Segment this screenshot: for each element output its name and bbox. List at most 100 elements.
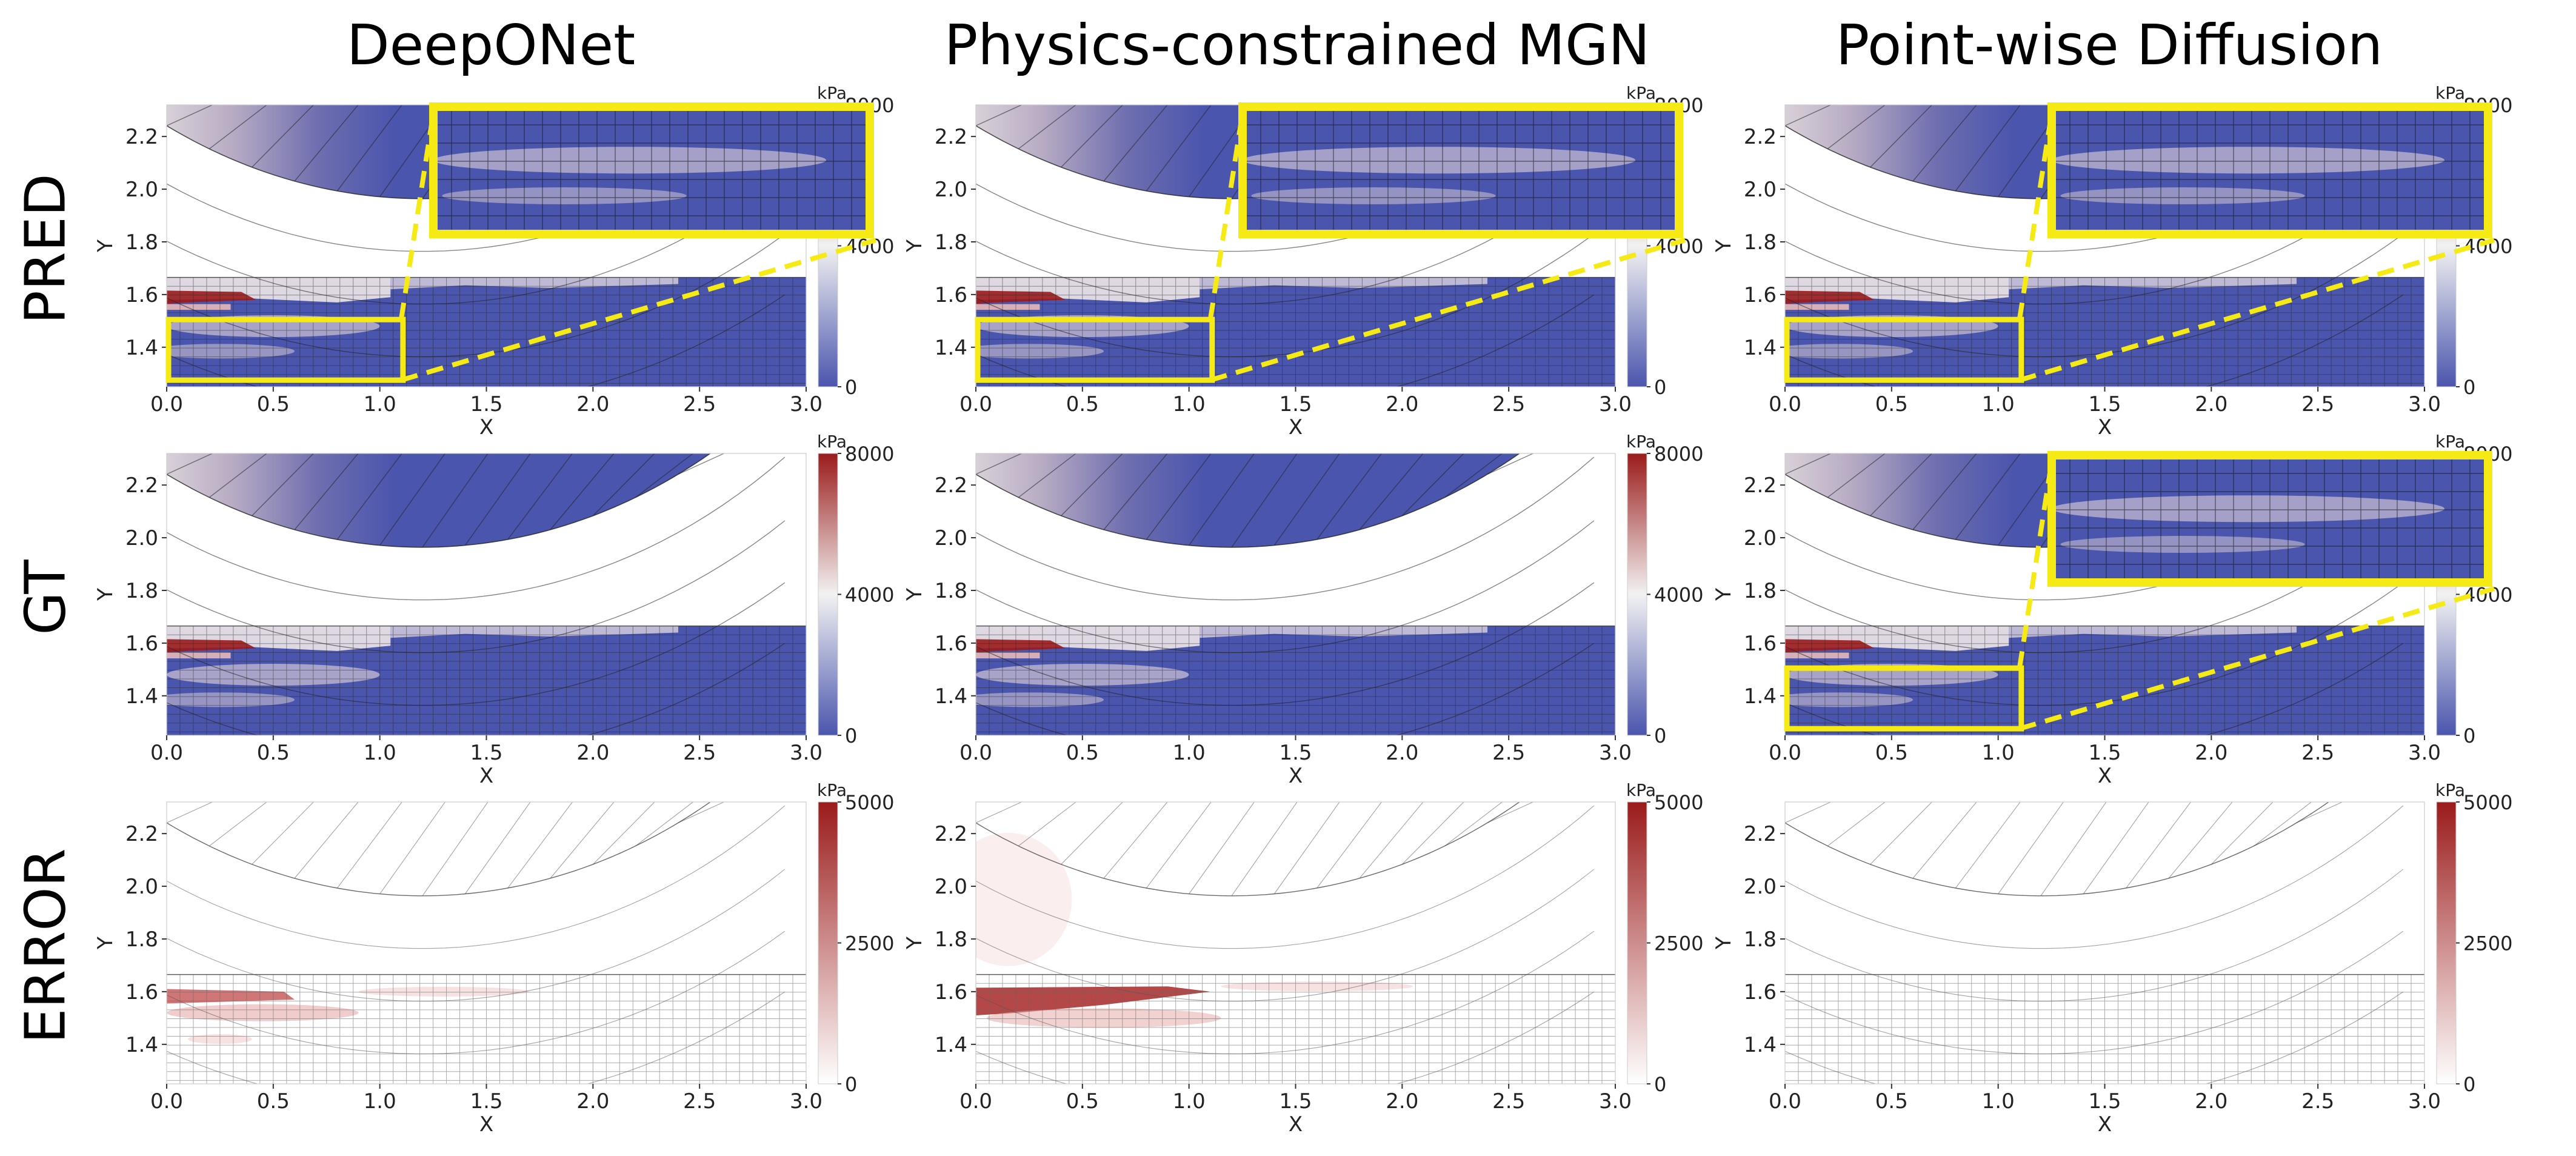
y-tick-label: 1.6 (125, 980, 158, 1004)
colorbar-tick-label: 0 (845, 724, 857, 747)
x-tick-label: 1.0 (1982, 392, 2015, 416)
y-tick-label: 2.0 (935, 526, 967, 550)
colorbar-unit: kPa (1626, 432, 1656, 452)
x-tick-label: 2.5 (683, 741, 716, 765)
panel-svg: 0.0 0.5 1.0 1.5 2.0 2.5 3.0 1.4 1.6 1.8 2.0 2.2 X YkP… (1712, 432, 2512, 788)
y-tick-label: 1.8 (1744, 927, 1777, 952)
row-label-error: ERROR (6, 806, 85, 1085)
y-axis-label: Y (903, 588, 927, 601)
y-tick-label: 1.4 (1744, 1033, 1777, 1057)
colorbar-tick-label: 5000 (2463, 791, 2512, 814)
x-tick-label: 0.0 (150, 741, 183, 765)
x-tick-label: 1.5 (2088, 1089, 2121, 1114)
field-plot (1785, 802, 2424, 1084)
x-tick-label: 1.0 (1173, 741, 1206, 765)
y-axis-label: Y (903, 239, 927, 253)
x-tick-label: 0.5 (257, 741, 290, 765)
column-title-physics-constrained-mgn: Physics-constrained MGN (944, 13, 1650, 78)
x-tick-label: 2.0 (1386, 392, 1418, 416)
colorbar-tick-label: 0 (2463, 376, 2475, 399)
y-tick-label: 1.6 (935, 283, 967, 307)
x-tick-label: 1.5 (470, 1089, 502, 1114)
y-tick-label: 2.2 (935, 473, 967, 498)
zoom-inset (165, 102, 877, 383)
colorbar-tick-label: 8000 (1654, 443, 1703, 466)
x-tick-label: 2.0 (576, 1089, 609, 1114)
x-tick-label: 0.0 (1769, 392, 1801, 416)
panel-svg: 0.0 0.5 1.0 1.5 2.0 2.5 3.0 1.4 1.6 1.8 2.0 2.2 X YkP… (903, 83, 1703, 439)
colorbar-unit: kPa (2435, 432, 2465, 452)
x-tick-label: 1.5 (2088, 392, 2121, 416)
row-label-gt-text: GT (13, 559, 78, 635)
colorbar (818, 801, 838, 1084)
x-tick-label: 1.5 (1279, 392, 1312, 416)
x-tick-label: 1.5 (470, 392, 502, 416)
colorbar-tick-label: 0 (1654, 724, 1666, 747)
zoom-inset (1784, 102, 2495, 383)
x-tick-label: 1.5 (1279, 1089, 1312, 1114)
x-tick-label: 3.0 (1599, 392, 1632, 416)
y-tick-label: 1.4 (935, 336, 967, 360)
x-tick-label: 3.0 (1599, 1089, 1632, 1114)
y-tick-label: 1.4 (1744, 684, 1777, 709)
y-tick-label: 1.8 (125, 230, 158, 255)
colorbar-tick-label: 4000 (1654, 235, 1703, 258)
y-tick-label: 2.0 (935, 875, 967, 899)
x-axis-label: X (1289, 1112, 1303, 1137)
x-tick-label: 0.0 (150, 392, 183, 416)
field-plot (167, 453, 806, 735)
y-axis-label: Y (1712, 937, 1736, 950)
y-axis-label: Y (1712, 588, 1736, 601)
x-axis-label: X (479, 415, 493, 439)
colorbar-tick-label: 8000 (845, 443, 894, 466)
x-axis-label: X (479, 764, 493, 788)
colorbar (1627, 453, 1647, 736)
y-tick-label: 1.4 (125, 684, 158, 709)
x-tick-label: 2.5 (683, 1089, 716, 1114)
colorbar-unit: kPa (1626, 780, 1656, 800)
x-tick-label: 2.0 (576, 392, 609, 416)
colorbar-unit: kPa (817, 83, 847, 103)
x-tick-label: 1.0 (1173, 392, 1206, 416)
column-title-point-wise-diffusion: Point-wise Diffusion (1835, 13, 2383, 78)
y-tick-label: 2.2 (125, 473, 158, 498)
x-tick-label: 2.0 (2195, 1089, 2227, 1114)
y-tick-label: 2.2 (935, 125, 967, 149)
y-tick-label: 2.0 (125, 875, 158, 899)
panel-svg: 0.0 0.5 1.0 1.5 2.0 2.5 3.0 1.4 1.6 1.8 2.0 2.2 X YkP… (93, 83, 894, 439)
y-tick-label: 2.2 (125, 822, 158, 846)
x-tick-label: 2.5 (2301, 1089, 2334, 1114)
x-tick-label: 2.0 (1386, 741, 1418, 765)
x-tick-label: 0.5 (1875, 741, 1908, 765)
x-axis-label: X (1289, 764, 1303, 788)
x-tick-label: 0.5 (1875, 392, 1908, 416)
x-tick-label: 0.5 (257, 392, 290, 416)
y-axis-label: Y (93, 239, 118, 253)
x-tick-label: 2.5 (2301, 392, 2334, 416)
field-plot (976, 802, 1615, 1084)
x-tick-label: 2.0 (2195, 392, 2227, 416)
x-tick-label: 2.5 (683, 392, 716, 416)
colorbar-tick-label: 5000 (1654, 791, 1703, 814)
x-tick-label: 0.0 (959, 1089, 992, 1114)
colorbar (818, 453, 838, 736)
panel-svg: 0.0 0.5 1.0 1.5 2.0 2.5 3.0 1.4 1.6 1.8 2.0 2.2 X YkP… (903, 432, 1703, 788)
y-tick-label: 1.4 (1744, 336, 1777, 360)
x-tick-label: 2.0 (1386, 1089, 1418, 1114)
x-tick-label: 3.0 (790, 1089, 823, 1114)
colorbar-tick-label: 0 (2463, 1073, 2475, 1096)
x-tick-label: 1.0 (364, 1089, 396, 1114)
colorbar-unit: kPa (2435, 780, 2465, 800)
x-tick-label: 0.0 (959, 392, 992, 416)
y-tick-label: 2.0 (125, 526, 158, 550)
x-tick-label: 0.0 (1769, 1089, 1801, 1114)
row-label-pred-text: PRED (13, 173, 78, 324)
zoom-inset (1784, 451, 2495, 732)
panel-svg: 0.0 0.5 1.0 1.5 2.0 2.5 3.0 1.4 1.6 1.8 2.0 2.2 X YkP… (1712, 780, 2512, 1137)
